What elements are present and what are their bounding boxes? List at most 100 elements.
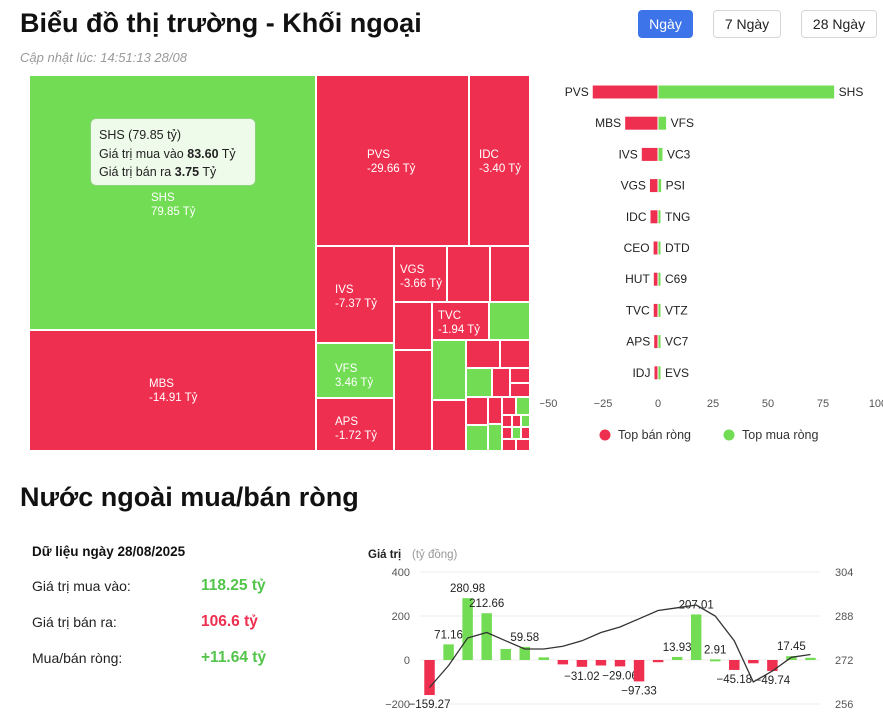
buy-code-label: SHS (839, 85, 864, 99)
buy-bar (658, 303, 661, 317)
treemap-label-vgs: VGS -3.66 Tỷ (400, 264, 442, 290)
y-tick-label: 200 (392, 611, 410, 623)
buy-code-label: VC7 (665, 335, 689, 349)
net-bar (652, 660, 664, 663)
treemap-cell[interactable] (521, 415, 530, 427)
treemap-cell[interactable] (394, 350, 432, 451)
y2-tick-label: 288 (835, 611, 853, 623)
net-bar (729, 660, 740, 670)
treemap-cell[interactable] (488, 397, 502, 424)
net-bar (443, 644, 454, 660)
treemap-cell[interactable] (502, 415, 512, 427)
bar-data-label: 13.93 (663, 642, 692, 654)
net-bar (538, 657, 550, 660)
buy-code-label: C69 (665, 272, 687, 286)
updated-timestamp: Cập nhật lúc: 14:51:13 28/08 (20, 50, 187, 65)
treemap-cell-pvs[interactable] (316, 75, 469, 246)
buy-bar (658, 335, 661, 349)
y2-tick-label: 256 (835, 699, 853, 711)
sell-bar (653, 272, 658, 286)
net-section-title: Nước ngoài mua/bán ròng (20, 482, 359, 512)
treemap-cell[interactable] (466, 425, 488, 451)
net-bar (710, 659, 721, 662)
foreign-treemap: SHS 79.85 Tỷ PVS -29.66 Tỷ IDC -3.40 Tỷ MBS… (29, 75, 530, 451)
range-7-days-button[interactable]: 7 Ngày (713, 10, 781, 38)
bar-data-label: 280.98 (450, 583, 485, 595)
net-bar (424, 660, 435, 696)
net-bar (690, 614, 702, 660)
treemap-cell[interactable] (492, 368, 510, 397)
treemap-cell-vgs[interactable] (394, 246, 447, 302)
treemap-cell[interactable] (516, 397, 530, 415)
treemap-label-tvc: TVC -1.94 Tỷ (438, 310, 480, 336)
buy-value-label: Giá trị mua vào: (32, 578, 131, 594)
buy-code-label: VFS (671, 116, 694, 130)
treemap-cell[interactable] (502, 439, 516, 451)
treemap-cell[interactable] (447, 246, 490, 302)
treemap-cell[interactable] (512, 415, 521, 427)
sell-bar (592, 85, 658, 99)
buy-bar (658, 116, 667, 130)
treemap-cell[interactable] (489, 302, 530, 340)
treemap-cell[interactable] (502, 427, 512, 439)
treemap-cell[interactable] (394, 302, 432, 350)
bar-data-label: −97.33 (621, 685, 657, 697)
treemap-cell[interactable] (432, 400, 466, 451)
treemap-cell-mbs[interactable] (29, 330, 316, 451)
y-tick-label: 400 (392, 567, 410, 579)
net-bar (614, 660, 626, 667)
buy-bar (658, 241, 661, 255)
treemap-tooltip: SHS (79.85 tỷ) Giá trị mua vào 83.60 Tỷ … (90, 118, 256, 186)
treemap-label-aps: APS -1.72 Tỷ (335, 416, 377, 442)
net-bar (595, 660, 607, 666)
treemap-cell[interactable] (490, 246, 530, 302)
treemap-cell[interactable] (432, 340, 466, 400)
sell-bar (650, 210, 658, 224)
treemap-cell[interactable] (466, 340, 500, 368)
treemap-cell[interactable] (466, 368, 492, 397)
buy-bar (658, 366, 661, 380)
tooltip-title: SHS (79.85 tỷ) (99, 128, 181, 142)
treemap-cell-vfs[interactable] (316, 343, 394, 398)
net-bar (767, 660, 778, 671)
buy-code-label: EVS (665, 366, 689, 380)
treemap-cell[interactable] (521, 427, 530, 439)
buy-code-label: VTZ (665, 303, 688, 317)
x-tick-label: 50 (762, 398, 774, 410)
sell-code-label: IVS (618, 147, 637, 161)
net-bar (557, 660, 569, 665)
sell-code-label: HUT (625, 272, 650, 286)
treemap-cell[interactable] (512, 427, 521, 439)
treemap-cell-tvc[interactable] (432, 302, 489, 340)
net-bar (748, 660, 759, 664)
treemap-label-pvs: PVS -29.66 Tỷ (367, 149, 416, 175)
sell-code-label: MBS (595, 116, 621, 130)
sell-bar (653, 241, 658, 255)
treemap-cell[interactable] (510, 383, 530, 397)
treemap-cell[interactable] (488, 424, 502, 451)
bar-data-label: 71.16 (434, 629, 463, 641)
sell-bar (649, 179, 658, 193)
treemap-cell-shs[interactable] (29, 75, 316, 330)
sell-code-label: PVS (565, 85, 589, 99)
range-day-button[interactable]: Ngày (638, 10, 693, 38)
treemap-cell[interactable] (466, 397, 488, 425)
range-28-days-button[interactable]: 28 Ngày (801, 10, 877, 38)
treemap-cell-idc[interactable] (469, 75, 530, 246)
y-axis-title: Giá trị (368, 549, 401, 561)
net-bar (671, 656, 683, 660)
treemap-cell[interactable] (500, 340, 530, 368)
net-bar (519, 646, 530, 660)
bar-data-label: −29.06 (602, 670, 638, 682)
treemap-cell-ivs[interactable] (316, 246, 394, 343)
net-daily-chart: Giá trị (tỷ đồng)400 200 0 −200 304 288 272 256 −… (368, 549, 853, 711)
sell-bar (641, 147, 658, 161)
y-axis-unit: (tỷ đồng) (412, 549, 458, 561)
bar-data-label: 2.91 (704, 644, 726, 656)
treemap-cell[interactable] (510, 368, 530, 383)
treemap-cell[interactable] (516, 439, 530, 451)
treemap-cell[interactable] (502, 397, 516, 415)
treemap-cell-aps[interactable] (316, 398, 394, 451)
tooltip-sell-row: Giá trị bán ra 3.75 Tỷ (99, 165, 217, 179)
x-tick-label: −25 (594, 398, 613, 410)
